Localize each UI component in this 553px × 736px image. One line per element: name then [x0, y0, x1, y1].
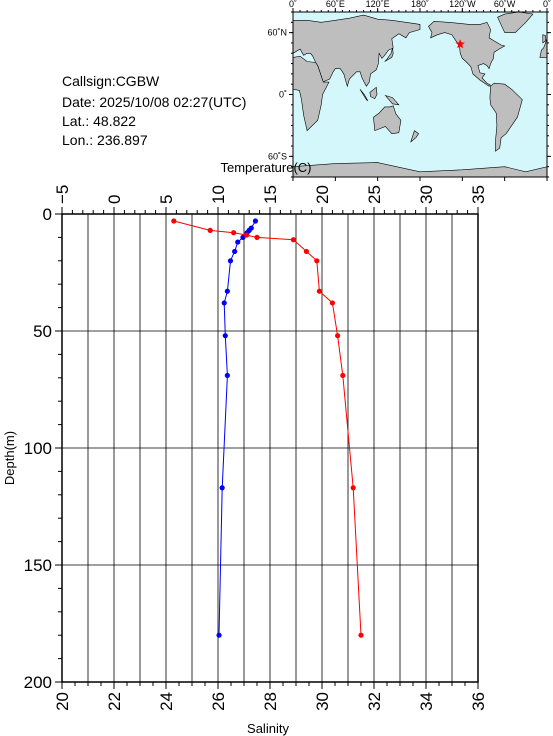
- depth-tick-label: 200: [24, 673, 52, 692]
- temperature-tick-label: 10: [209, 185, 228, 204]
- map-land-1: [292, 55, 330, 132]
- map-land-7: [384, 48, 394, 62]
- salinity-tick-label: 36: [469, 692, 488, 711]
- temperature-tick-label: 35: [469, 185, 488, 204]
- map-land-3: [373, 105, 402, 135]
- temperature-axis-label: Temperature(C): [220, 160, 311, 175]
- map-lon-label: 60˚W: [494, 0, 516, 9]
- callsign-label: Callsign:CGBW: [62, 73, 160, 89]
- date-label: Date: 2025/10/08 02:27(UTC): [62, 94, 247, 110]
- temperature-tick-label: 15: [261, 185, 280, 204]
- salinity-point-5: [290, 237, 296, 243]
- depth-tick-label: 0: [43, 205, 52, 224]
- salinity-point-2: [231, 230, 237, 236]
- temperature-point-0: [252, 218, 259, 224]
- depth-tick-label: 100: [24, 439, 52, 458]
- map-land-9: [497, 11, 534, 33]
- map-land-6: [384, 94, 400, 106]
- map-land-12: [542, 34, 546, 44]
- salinity-point-1: [207, 227, 213, 233]
- temperature-tick-label: 30: [417, 185, 436, 204]
- temperature-tick-label: −5: [53, 185, 72, 204]
- depth-tick-label: 50: [33, 322, 52, 341]
- map-lat-label: 60˚S: [268, 151, 287, 161]
- salinity-point-11: [340, 372, 346, 379]
- map-lon-label: 120˚W: [449, 0, 476, 9]
- map-land-4: [359, 89, 369, 101]
- salinity-point-4: [254, 234, 260, 240]
- salinity-tick-label: 30: [313, 692, 332, 711]
- temperature-tick-label: 20: [313, 185, 332, 204]
- temperature-point-5: [235, 239, 241, 245]
- temperature-point-10: [222, 333, 228, 339]
- salinity-axis-label: Salinity: [247, 721, 289, 736]
- salinity-tick-label: 26: [209, 692, 228, 711]
- salinity-tick-label: 20: [53, 692, 72, 711]
- temperature-point-6: [232, 248, 238, 255]
- temperature-point-13: [216, 632, 222, 638]
- temperature-point-8: [224, 288, 230, 294]
- salinity-point-13: [358, 632, 364, 638]
- salinity-tick-label: 24: [157, 692, 176, 711]
- salinity-point-12: [350, 485, 356, 491]
- longitude-label: Lon.: 236.897: [62, 132, 148, 148]
- map-land-14: [410, 130, 420, 143]
- temperature-tick-label: 5: [157, 195, 176, 204]
- station-marker: [455, 39, 465, 49]
- salinity-point-9: [329, 300, 335, 306]
- map-land-10: [489, 82, 523, 152]
- temperature-point-11: [224, 372, 230, 379]
- salinity-point-10: [335, 333, 341, 339]
- map-lon-label: 0˚: [289, 0, 297, 9]
- latitude-label: Lat.: 48.822: [62, 113, 136, 129]
- temperature-point-12: [219, 485, 225, 491]
- salinity-tick-label: 34: [417, 692, 436, 711]
- salinity-tick-label: 32: [365, 692, 384, 711]
- map-lat-label: 0˚: [279, 90, 287, 100]
- depth-axis-label: Depth(m): [2, 431, 17, 485]
- salinity-point-8: [316, 288, 322, 294]
- temperature-profile-line: [218, 220, 256, 636]
- map-lon-label: 120˚E: [366, 0, 390, 9]
- salinity-point-3: [244, 232, 250, 238]
- salinity-tick-label: 28: [261, 692, 280, 711]
- temperature-point-9: [221, 300, 227, 306]
- temperature-tick-label: 0: [105, 195, 124, 204]
- map-lon-label: 0˚: [543, 0, 551, 9]
- salinity-profile-line: [173, 220, 362, 636]
- salinity-point-7: [314, 258, 320, 264]
- salinity-tick-label: 22: [105, 692, 124, 711]
- salinity-point-0: [171, 218, 177, 224]
- map-lon-label: 60˚E: [326, 0, 345, 9]
- depth-tick-label: 150: [24, 556, 52, 575]
- map-lon-label: 180˚: [411, 0, 429, 9]
- map-lat-label: 60˚N: [267, 28, 287, 38]
- temperature-point-7: [227, 258, 234, 264]
- salinity-point-6: [303, 248, 309, 255]
- map-land-5: [369, 86, 378, 99]
- temperature-tick-label: 25: [365, 185, 384, 204]
